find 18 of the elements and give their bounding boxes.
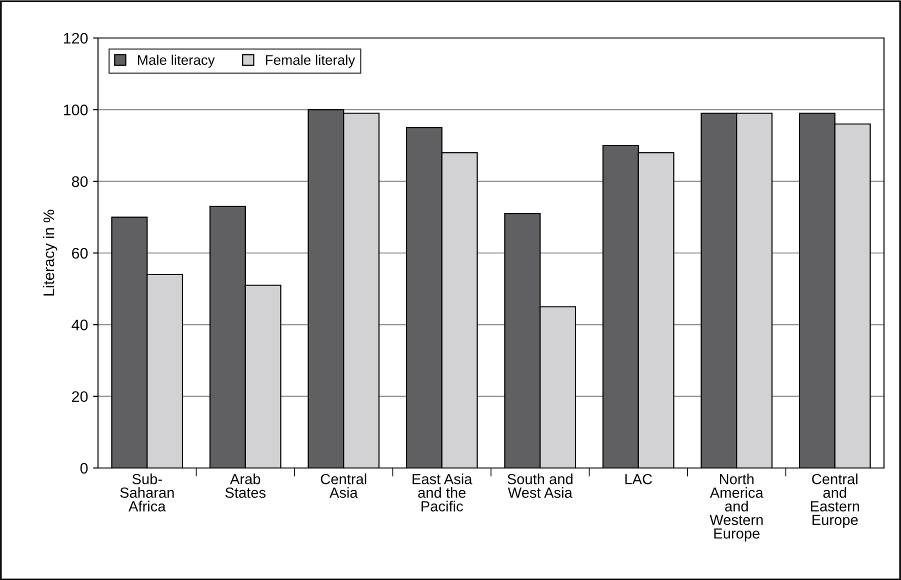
- y-tick-label: 80: [72, 176, 88, 188]
- x-tick-label: North America and Western Europe: [710, 474, 764, 542]
- x-tick-label: Arab States: [225, 474, 266, 498]
- x-tick-label: Central and Eastern Europe: [810, 474, 860, 528]
- x-tick-label: Central Asia: [320, 474, 366, 498]
- y-tick-label: 120: [64, 32, 88, 44]
- legend-label: Female literaly: [266, 54, 356, 68]
- x-tick-label: South and West Asia: [508, 474, 572, 498]
- y-tick-label: 60: [72, 248, 88, 259]
- x-tick-label: East Asia and the Pacific: [412, 474, 472, 512]
- x-tick-label: Sub- Saharan Africa: [120, 474, 174, 512]
- y-tick-label: 20: [72, 391, 88, 402]
- y-axis-title: Literacy in %: [42, 210, 58, 296]
- y-tick-label: 40: [72, 320, 88, 330]
- legend-label: Male literacy: [138, 54, 215, 68]
- x-tick-label: LAC: [625, 474, 652, 484]
- y-tick-label: 100: [64, 104, 88, 116]
- y-tick-label: 0: [80, 462, 88, 474]
